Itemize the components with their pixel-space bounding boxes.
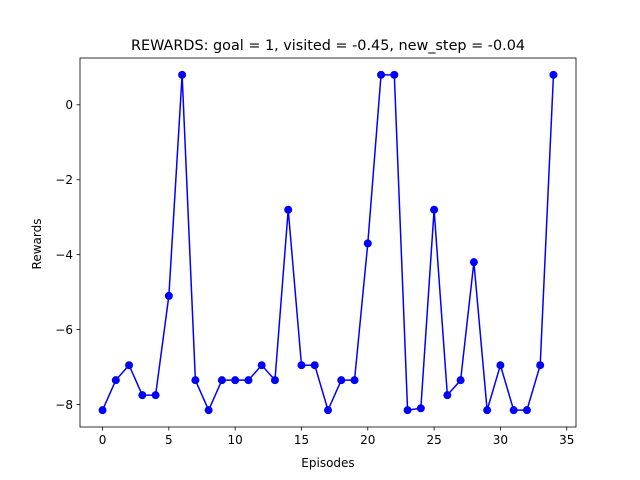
- reward-data-point: [430, 205, 439, 214]
- y-tick-label: −6: [55, 323, 73, 337]
- x-axis-label: Episodes: [301, 456, 354, 470]
- reward-data-point: [469, 258, 478, 267]
- reward-data-point: [324, 406, 332, 415]
- reward-data-point: [483, 406, 492, 415]
- reward-data-point: [456, 376, 465, 385]
- reward-data-point: [284, 205, 293, 214]
- reward-data-point: [403, 406, 412, 415]
- x-tick-label: 0: [99, 433, 107, 447]
- reward-data-point: [270, 376, 279, 385]
- reward-data-point: [217, 376, 226, 385]
- x-tick-label: 15: [294, 433, 309, 447]
- x-tick-label: 20: [360, 433, 375, 447]
- x-tick-label: 35: [559, 433, 574, 447]
- reward-data-point: [178, 70, 187, 79]
- reward-data-point: [204, 406, 213, 415]
- axes-frame: [79, 57, 577, 428]
- reward-data-point: [377, 70, 386, 79]
- y-tick-label: −4: [55, 248, 73, 262]
- series-layer: [98, 70, 558, 415]
- chart-title: REWARDS: goal = 1, visited = -0.45, new_…: [131, 38, 525, 54]
- reward-data-point: [138, 391, 147, 400]
- x-tick-label: 10: [228, 433, 243, 447]
- y-axis-ticks: 0 −2 −4 −6 −8: [55, 98, 80, 412]
- y-tick-label: −8: [55, 398, 73, 412]
- reward-data-point: [496, 361, 505, 370]
- reward-data-point: [297, 361, 306, 370]
- x-axis-ticks: 0 5 10 15 20 25 30 35: [99, 427, 574, 447]
- reward-data-point: [111, 376, 120, 385]
- reward-data-point: [257, 361, 266, 370]
- reward-data-point: [363, 239, 372, 248]
- reward-data-point: [164, 291, 173, 300]
- reward-data-point: [350, 376, 359, 385]
- reward-data-point: [416, 404, 425, 413]
- reward-data-point: [390, 70, 399, 79]
- x-tick-label: 25: [426, 433, 441, 447]
- reward-data-point: [151, 391, 160, 400]
- y-tick-label: 0: [65, 98, 73, 112]
- reward-data-point: [536, 361, 545, 370]
- reward-data-point: [443, 391, 452, 400]
- x-tick-label: 5: [165, 433, 173, 447]
- reward-data-point: [549, 70, 558, 79]
- reward-data-point: [509, 406, 518, 415]
- reward-data-point: [244, 376, 253, 385]
- reward-data-point: [231, 376, 240, 385]
- reward-data-point: [98, 406, 107, 415]
- reward-data-point: [310, 361, 319, 370]
- y-tick-label: −2: [55, 173, 73, 187]
- reward-data-point: [522, 406, 531, 415]
- reward-data-point: [191, 376, 200, 385]
- plot-area: [79, 57, 577, 428]
- y-axis-label: Rewards: [30, 219, 44, 270]
- reward-data-point: [125, 361, 134, 370]
- reward-data-point: [337, 376, 346, 385]
- x-tick-label: 30: [493, 433, 508, 447]
